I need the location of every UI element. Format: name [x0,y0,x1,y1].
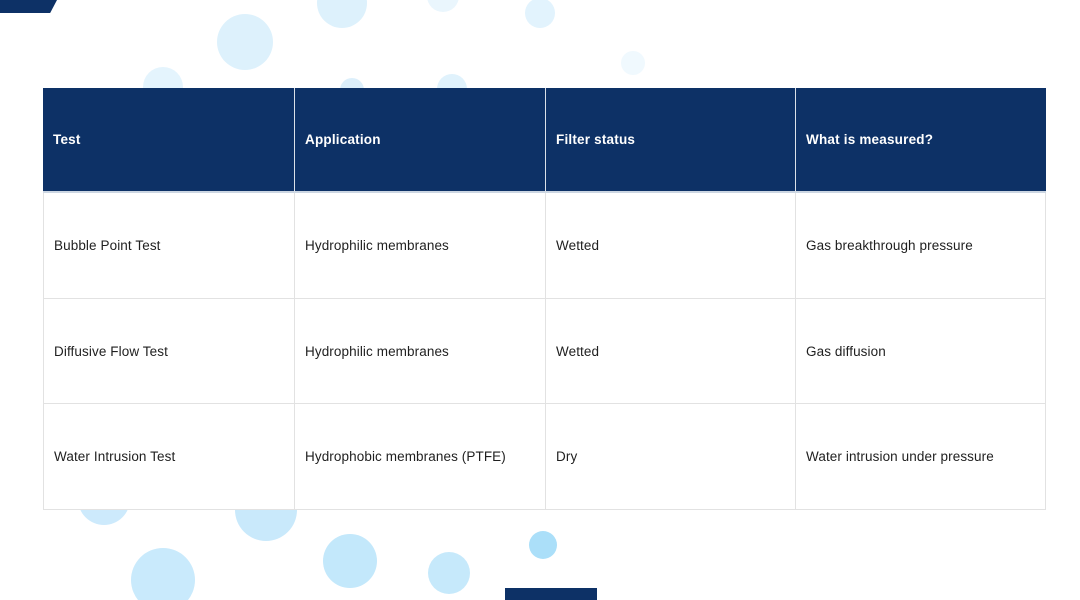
membrane-test-table: Test Application Filter status What is m… [43,88,1046,510]
table-cell: Wetted [546,193,796,299]
cell-text: Gas breakthrough pressure [806,238,973,253]
header-label: Filter status [556,132,636,147]
table-cell: Dry [546,404,796,510]
decorative-bubble [529,531,557,559]
table-cell: Water intrusion under pressure [796,404,1046,510]
cell-text: Hydrophobic membranes (PTFE) [305,449,506,464]
table-cell: Hydrophobic membranes (PTFE) [295,404,546,510]
corner-accent-shape [0,0,57,13]
header-label: What is measured? [806,132,934,147]
cell-text: Diffusive Flow Test [54,343,168,359]
table-header-what-is-measured: What is measured? [796,88,1046,193]
table-cell: Hydrophilic membranes [295,193,546,299]
table-cell: Gas breakthrough pressure [796,193,1046,299]
decorative-bubble [323,534,377,588]
decorative-bubble [217,14,273,70]
decorative-bubble [427,0,459,12]
cell-text: Hydrophilic membranes [305,343,449,359]
cell-text: Gas diffusion [806,343,886,359]
table-cell: Wetted [546,299,796,404]
cell-text: Wetted [556,343,600,359]
cell-text: Water Intrusion Test [54,449,176,464]
table-cell: Hydrophilic membranes [295,299,546,404]
decorative-bubble [317,0,367,28]
cell-text: Wetted [556,238,600,253]
table-header-application: Application [295,88,546,193]
corner-accent-shape [505,588,597,600]
header-label: Test [53,132,81,147]
decorative-bubble [621,51,645,75]
decorative-bubble [525,0,555,28]
table-cell: Water Intrusion Test [43,404,295,510]
decorative-bubble [131,548,195,600]
header-label: Application [305,132,381,147]
table-cell: Diffusive Flow Test [43,299,295,404]
table-header-filter-status: Filter status [546,88,796,193]
table-cell: Gas diffusion [796,299,1046,404]
table-cell: Bubble Point Test [43,193,295,299]
cell-text: Water intrusion under pressure [806,449,994,464]
cell-text: Hydrophilic membranes [305,238,449,253]
table-header-test: Test [43,88,295,193]
decorative-bubble [428,552,470,594]
cell-text: Dry [556,449,578,464]
cell-text: Bubble Point Test [54,238,161,253]
